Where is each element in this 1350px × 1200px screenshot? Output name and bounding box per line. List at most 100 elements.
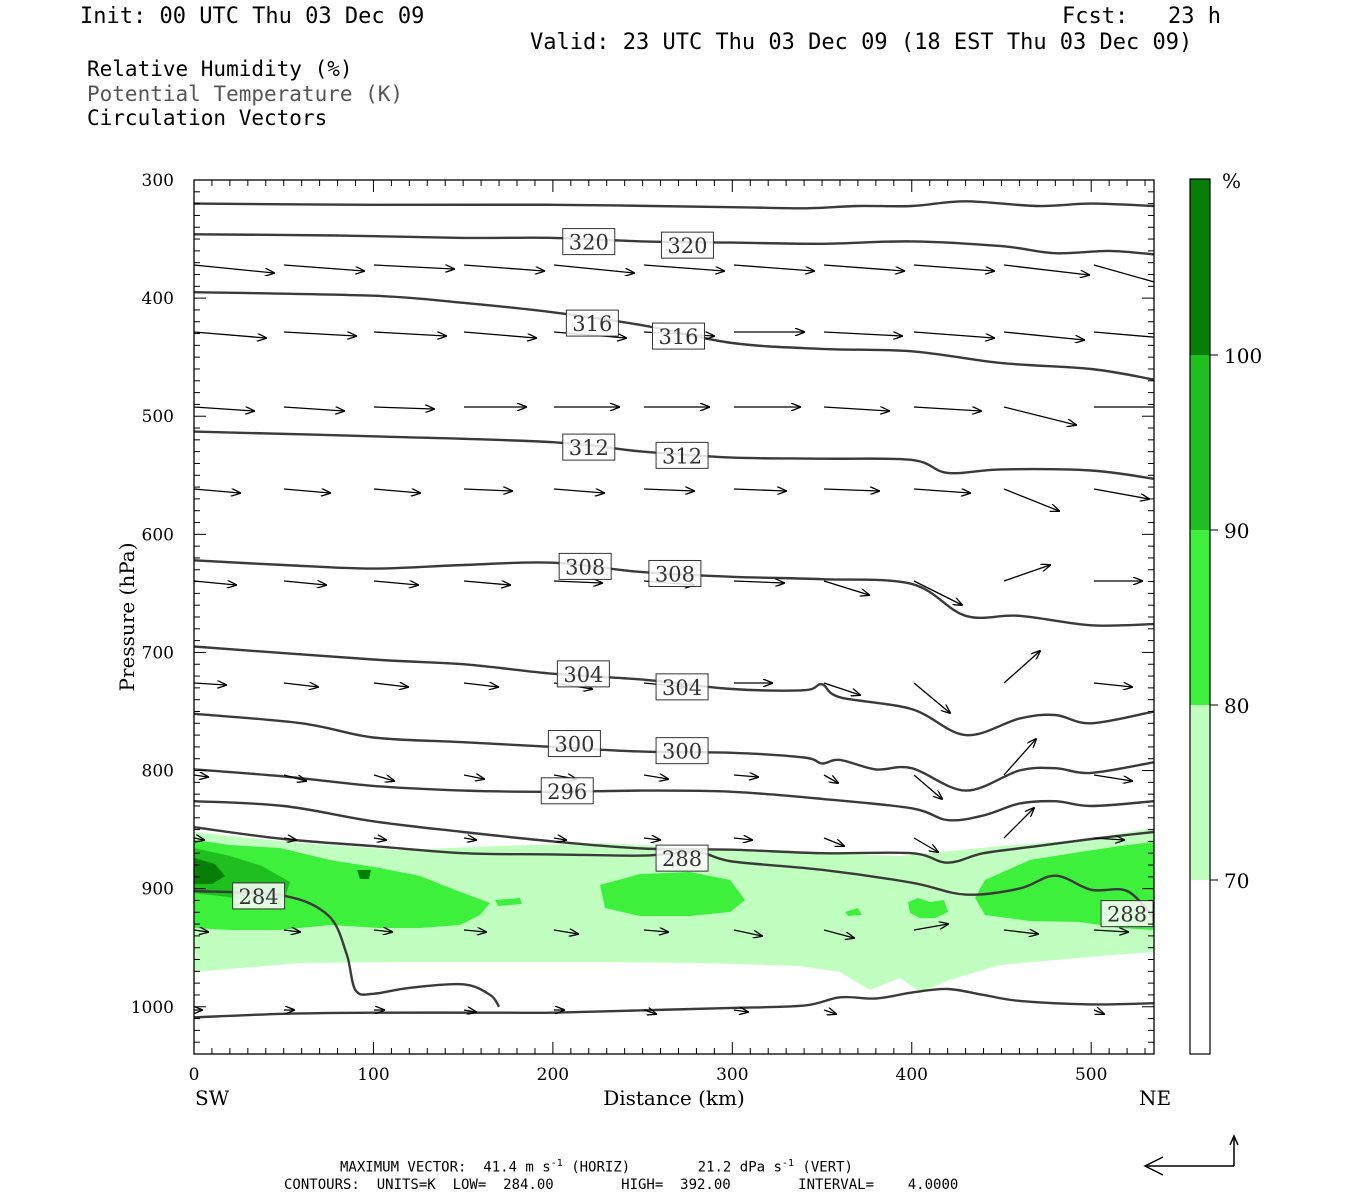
contour-label-text: 320 [667, 234, 707, 258]
circulation-vector [1003, 331, 1084, 340]
circulation-vector [463, 930, 486, 932]
circulation-vector [1093, 683, 1132, 687]
circulation-vector [823, 580, 869, 595]
y-tick-label: 400 [142, 289, 174, 309]
circulation-vector [913, 682, 950, 713]
contour-label: 312 [562, 433, 616, 461]
circulation-vector [283, 264, 364, 271]
circulation-vector [913, 580, 962, 605]
circulation-vector [553, 264, 634, 273]
circulation-vector [194, 775, 208, 777]
circulation-vector [1093, 264, 1154, 283]
circulation-vector [373, 683, 408, 687]
legend-rh: Relative Humidity (%) [87, 57, 353, 81]
contour-label-text: 296 [547, 780, 587, 804]
circulation-vector [1003, 739, 1036, 776]
circulation-vector [913, 488, 970, 493]
circulation-vector [373, 489, 420, 493]
contour-label: 320 [562, 228, 616, 256]
contour-label-text: 308 [655, 562, 695, 586]
circulation-vector [913, 837, 938, 852]
circulation-vector [823, 406, 889, 411]
valid-time: Valid: 23 UTC Thu 03 Dec 09 (18 EST Thu … [530, 30, 1193, 55]
circulation-vector [823, 682, 860, 695]
theta-contour-296 [194, 768, 1154, 822]
circulation-vector [913, 924, 948, 931]
max-vector-note: MAXIMUM VECTOR: 41.4 m s-1 (HORIZ) 21.2 … [340, 1158, 853, 1176]
colorbar-band-below [1190, 880, 1210, 1054]
contour-label-text: 312 [662, 444, 702, 468]
y-axis-title: Pressure (hPa) [115, 543, 139, 692]
circulation-vector [823, 331, 902, 336]
colorbar-band-70 [1190, 705, 1210, 880]
x-tick-label: 0 [189, 1065, 200, 1085]
contour-label-text: 300 [554, 733, 594, 757]
circulation-vector [373, 331, 446, 336]
contour-label: 304 [556, 660, 610, 688]
rh-80-band [495, 898, 522, 906]
circulation-vector [283, 930, 300, 932]
theta-contour-292 [194, 800, 1154, 864]
contour-label-text: 316 [572, 312, 612, 336]
circulation-vector [283, 581, 326, 585]
circulation-vector [1093, 774, 1132, 781]
contour-info: CONTOURS: UNITS=K LOW= 284.00 HIGH= 392.… [284, 1177, 959, 1193]
contour-label: 320 [660, 231, 714, 259]
circulation-vector [463, 264, 544, 271]
x-axis-title: Distance (km) [603, 1086, 745, 1110]
circulation-vector [1003, 930, 1038, 934]
circulation-vector [553, 838, 566, 840]
circulation-vector [643, 264, 724, 271]
contour-label: 308 [648, 559, 702, 587]
circulation-vector [823, 489, 879, 491]
circulation-vector [643, 838, 660, 840]
circulation-vector [194, 331, 266, 338]
contour-labels: 320 320 316 316 312 312 308 308 304 304 300 300 296 2… [232, 228, 1154, 928]
contour-label-text: 312 [569, 436, 609, 460]
circulation-vector [1093, 331, 1154, 338]
colorbar-label-100: 100 [1224, 344, 1262, 368]
contour-label-text: 320 [569, 231, 609, 255]
circulation-vector [1003, 406, 1076, 425]
rh-80-band [845, 908, 862, 916]
contour-label-text: 304 [662, 676, 702, 700]
circulation-vector [553, 581, 602, 583]
rh-100-band [357, 870, 371, 879]
circulation-vector [553, 489, 604, 493]
circulation-vector [373, 774, 394, 781]
contour-label: 312 [655, 441, 709, 469]
rh-80-band [908, 898, 948, 918]
circulation-vector [733, 929, 762, 936]
circulation-vector [1003, 565, 1050, 582]
contour-label-text: 284 [239, 885, 279, 909]
x-end-label-sw: SW [195, 1086, 230, 1110]
reference-vector-icon [1143, 1134, 1239, 1176]
x-tick-label: 100 [357, 1065, 389, 1085]
circulation-vector [463, 489, 512, 491]
theta-contours [194, 200, 1154, 1019]
circulation-vector [283, 774, 306, 781]
contour-label: 288 [655, 844, 709, 872]
circulation-vector [913, 331, 994, 338]
circulation-vector [1003, 488, 1059, 511]
circulation-vector [823, 264, 904, 271]
circulation-vector [733, 1010, 748, 1012]
contour-label: 304 [655, 673, 709, 701]
circulation-vector [823, 1010, 836, 1014]
circulation-vector [643, 775, 668, 779]
circulation-vector [463, 331, 536, 338]
contour-label: 300 [547, 730, 601, 758]
y-tick-label: 300 [142, 171, 174, 191]
circulation-vector [373, 930, 392, 932]
x-end-label-ne: NE [1139, 1086, 1171, 1110]
circulation-vector [643, 489, 694, 491]
contour-label-text: 288 [1107, 903, 1147, 927]
colorbar-band-80 [1190, 530, 1210, 705]
y-tick-label: 1000 [131, 998, 174, 1018]
circulation-vector [463, 1010, 476, 1012]
contour-label-text: 304 [563, 663, 603, 687]
y-tick-label: 500 [142, 407, 174, 427]
circulation-vector [373, 407, 434, 409]
colorbar-label-80: 80 [1224, 694, 1249, 718]
circulation-vector [194, 581, 236, 585]
